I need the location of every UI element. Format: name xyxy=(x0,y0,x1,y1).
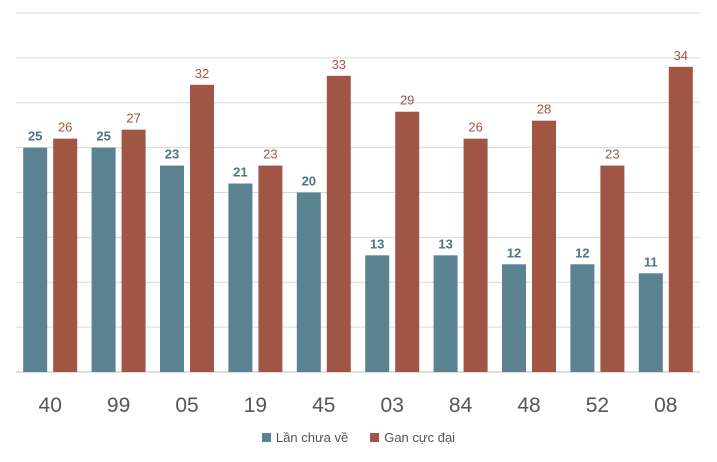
legend-swatch-series-2 xyxy=(370,433,380,442)
data-label-gan-cuc-dai-08: 34 xyxy=(674,48,688,63)
data-label-lan-chua-ve-03: 13 xyxy=(370,236,384,251)
data-label-gan-cuc-dai-45: 33 xyxy=(332,57,346,72)
data-label-lan-chua-ve-08: 11 xyxy=(644,254,658,269)
data-label-lan-chua-ve-52: 12 xyxy=(575,245,589,260)
data-label-gan-cuc-dai-48: 28 xyxy=(537,102,551,117)
bar-lan-chua-ve-05[interactable] xyxy=(160,165,184,372)
bar-lan-chua-ve-19[interactable] xyxy=(228,183,253,372)
x-tick-label-08: 08 xyxy=(654,394,677,417)
data-label-lan-chua-ve-45: 20 xyxy=(302,174,316,189)
data-label-gan-cuc-dai-19: 23 xyxy=(263,147,277,162)
bar-gan-cuc-dai-08[interactable] xyxy=(668,66,693,372)
bar-lan-chua-ve-84[interactable] xyxy=(433,255,458,372)
x-tick-labels: 40 99 05 19 45 03 84 48 52 08 xyxy=(39,394,678,417)
bar-lan-chua-ve-03[interactable] xyxy=(365,255,390,372)
data-label-lan-chua-ve-40: 25 xyxy=(28,129,42,144)
bar-gan-cuc-dai-84[interactable] xyxy=(463,138,488,372)
bar-gan-cuc-dai-99[interactable] xyxy=(121,129,146,372)
data-label-lan-chua-ve-84: 13 xyxy=(438,236,452,251)
bar-gan-cuc-dai-52[interactable] xyxy=(600,165,625,372)
data-label-lan-chua-ve-99: 25 xyxy=(96,129,110,144)
data-label-lan-chua-ve-05: 23 xyxy=(165,147,179,162)
x-tick-label-48: 48 xyxy=(517,394,540,417)
data-label-gan-cuc-dai-05: 32 xyxy=(195,66,209,81)
x-tick-label-99: 99 xyxy=(107,394,130,417)
legend-item-series-2[interactable]: Gan cực đại xyxy=(370,430,455,445)
data-labels: 25 26 25 27 23 32 21 23 20 33 13 29 13 26 12 28 12 23 11 34 xyxy=(28,48,688,269)
x-tick-label-40: 40 xyxy=(39,394,62,417)
legend: Lần chưa về Gan cực đại xyxy=(0,430,717,445)
data-label-lan-chua-ve-48: 12 xyxy=(507,245,521,260)
data-label-gan-cuc-dai-52: 23 xyxy=(605,147,619,162)
bar-gan-cuc-dai-45[interactable] xyxy=(326,75,351,372)
x-tick-label-05: 05 xyxy=(175,394,198,417)
bar-lan-chua-ve-40[interactable] xyxy=(23,147,48,372)
x-tick-label-52: 52 xyxy=(586,394,609,417)
legend-item-series-1[interactable]: Lần chưa về xyxy=(261,430,349,445)
bar-lan-chua-ve-08[interactable] xyxy=(638,273,663,372)
legend-label-series-2: Gan cực đại xyxy=(384,430,456,445)
bar-gan-cuc-dai-48[interactable] xyxy=(532,120,556,372)
bar-gan-cuc-dai-05[interactable] xyxy=(190,84,214,373)
bar-lan-chua-ve-52[interactable] xyxy=(570,264,595,372)
bar-lan-chua-ve-48[interactable] xyxy=(502,264,526,372)
legend-swatch-series-1 xyxy=(261,433,271,442)
gridlines xyxy=(16,12,700,373)
data-label-gan-cuc-dai-84: 26 xyxy=(468,120,482,135)
x-tick-label-84: 84 xyxy=(449,394,473,417)
bar-gan-cuc-dai-19[interactable] xyxy=(258,165,283,372)
legend-label-series-1: Lần chưa về xyxy=(275,430,349,445)
data-label-gan-cuc-dai-99: 27 xyxy=(126,111,140,126)
x-tick-label-45: 45 xyxy=(312,394,335,417)
x-tick-label-03: 03 xyxy=(381,394,404,417)
bar-lan-chua-ve-45[interactable] xyxy=(296,192,321,373)
bar-gan-cuc-dai-03[interactable] xyxy=(395,111,420,372)
x-tick-label-19: 19 xyxy=(244,394,267,417)
bar-lan-chua-ve-99[interactable] xyxy=(91,147,116,372)
bars xyxy=(23,66,693,373)
data-label-lan-chua-ve-19: 21 xyxy=(233,165,247,180)
bar-gan-cuc-dai-40[interactable] xyxy=(53,138,78,372)
data-label-gan-cuc-dai-40: 26 xyxy=(58,120,72,135)
data-label-gan-cuc-dai-03: 29 xyxy=(400,93,414,108)
